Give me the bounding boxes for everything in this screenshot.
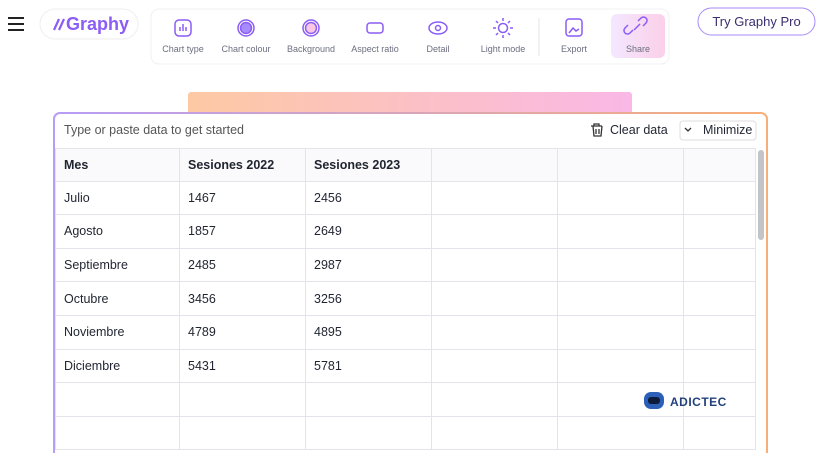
toolbar-item[interactable]: Light mode [480, 44, 526, 54]
watermark-logo: ADICTEC [644, 392, 727, 409]
table-cell[interactable] [306, 416, 432, 451]
header-cell[interactable] [558, 148, 684, 182]
table-cell[interactable] [432, 316, 558, 350]
table-cell[interactable] [55, 416, 180, 451]
table-cell[interactable]: 3256 [306, 282, 432, 316]
table-cell[interactable] [558, 349, 684, 384]
table-cell[interactable] [180, 383, 306, 417]
table-cell[interactable] [558, 215, 684, 249]
table-cell[interactable] [558, 282, 684, 316]
table-cell[interactable] [432, 181, 558, 216]
header-cell[interactable]: Sesiones 2022 [180, 148, 306, 182]
table-cell[interactable]: Septiembre [55, 248, 180, 283]
table-cell[interactable]: Julio [55, 181, 180, 216]
clear-button[interactable]: Clear data [610, 123, 668, 137]
header-cell[interactable]: Sesiones 2023 [306, 148, 432, 182]
table-cell[interactable] [684, 349, 756, 384]
table-cell[interactable] [558, 383, 684, 417]
prompt: Type or paste data to get started [64, 123, 244, 137]
table-cell[interactable] [432, 416, 558, 451]
header-cell[interactable] [432, 148, 558, 182]
toolbar-item[interactable]: Chart colour [221, 44, 271, 54]
toolbar-item[interactable]: Background [286, 44, 336, 54]
table-cell[interactable] [432, 383, 558, 417]
table-cell[interactable] [432, 248, 558, 283]
toolbar-item[interactable]: Chart type [162, 44, 204, 54]
header-cell[interactable]: Mes [55, 148, 180, 182]
toolbar-item[interactable]: Share [625, 44, 651, 54]
table-cell[interactable]: Agosto [55, 215, 180, 249]
table-cell[interactable] [684, 316, 756, 350]
toolbar-item[interactable]: Export [560, 44, 587, 54]
table-cell[interactable] [684, 248, 756, 283]
table-cell[interactable]: 3456 [180, 282, 306, 316]
table-cell[interactable]: 2485 [180, 248, 306, 283]
table-cell[interactable]: 2649 [306, 215, 432, 249]
table-cell[interactable] [432, 215, 558, 249]
table-cell[interactable] [684, 282, 756, 316]
table-cell[interactable]: 1467 [180, 181, 306, 216]
table-cell[interactable]: 1857 [180, 215, 306, 249]
table-cell[interactable]: 5431 [180, 349, 306, 384]
table-cell[interactable] [55, 383, 180, 417]
table-cell[interactable] [684, 215, 756, 249]
table-cell[interactable] [558, 181, 684, 216]
table-cell[interactable] [684, 181, 756, 216]
table-cell[interactable] [432, 349, 558, 384]
table-cell[interactable] [306, 383, 432, 417]
pro-button[interactable]: Try Graphy Pro [712, 14, 801, 29]
table-cell[interactable]: 4789 [180, 316, 306, 350]
table-cell[interactable]: Noviembre [55, 316, 180, 350]
table-cell[interactable] [558, 316, 684, 350]
table-cell[interactable]: 5781 [306, 349, 432, 384]
header-cell[interactable] [684, 148, 756, 182]
toolbar-item[interactable]: Detail [426, 44, 450, 54]
table-cell[interactable]: 2987 [306, 248, 432, 283]
logo[interactable]: Graphy [66, 14, 130, 34]
watermark: ADICTEC [670, 395, 727, 409]
table-cell[interactable]: Octubre [55, 282, 180, 316]
toolbar-item[interactable]: Aspect ratio [351, 44, 399, 54]
minimize-button[interactable]: Minimize [703, 123, 753, 137]
table-cell[interactable]: 2456 [306, 181, 432, 216]
table-cell[interactable]: 4895 [306, 316, 432, 350]
table-cell[interactable]: Diciembre [55, 349, 180, 384]
table-cell[interactable] [432, 282, 558, 316]
table-cell[interactable] [684, 383, 756, 417]
table-cell[interactable] [684, 416, 756, 451]
table-cell[interactable] [558, 248, 684, 283]
table-cell[interactable] [180, 416, 306, 451]
table-cell[interactable] [558, 416, 684, 451]
